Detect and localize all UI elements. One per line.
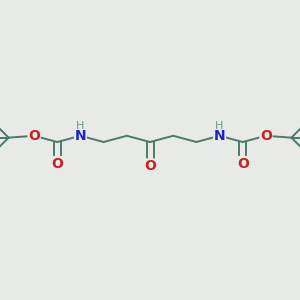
Text: O: O [51,157,63,171]
Text: N: N [214,129,225,143]
Text: O: O [260,129,272,143]
Text: H: H [76,121,85,131]
Text: H: H [215,121,224,131]
Text: O: O [237,157,249,171]
Text: O: O [28,129,40,143]
Text: N: N [75,129,86,143]
Text: O: O [144,159,156,173]
